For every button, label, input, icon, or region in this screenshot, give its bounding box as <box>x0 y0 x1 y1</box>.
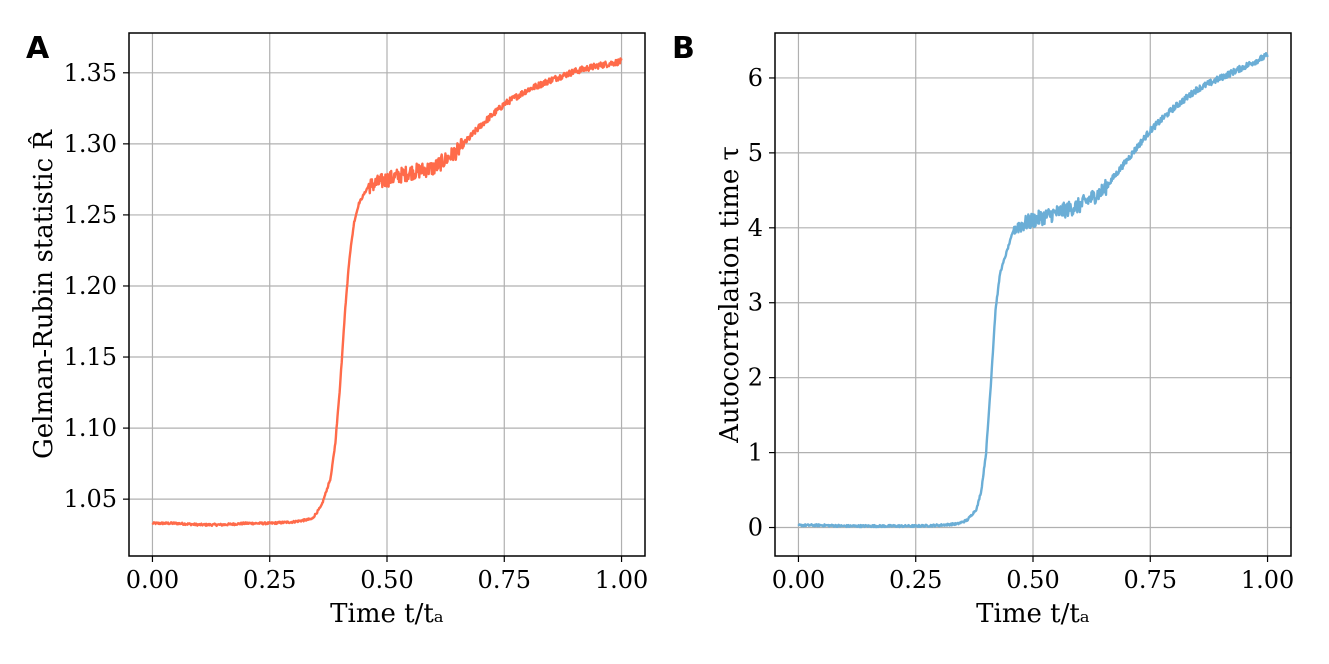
y-tick-label: 6 <box>748 64 763 92</box>
panel-letter: B <box>672 31 695 66</box>
y-tick-label: 4 <box>748 214 763 242</box>
y-tick-label: 1.05 <box>64 485 117 513</box>
y-tick-label: 1.30 <box>64 130 117 158</box>
x-tick-label: 0.50 <box>1006 566 1059 594</box>
series-line-r-hat <box>151 57 623 527</box>
x-tick-label: 0.00 <box>126 566 179 594</box>
y-tick-label: 1.10 <box>64 414 117 442</box>
y-tick-label: 3 <box>748 289 763 317</box>
y-tick-label: 1.20 <box>64 272 117 300</box>
y-axis-label: Gelman-Rubin statistic R̂ <box>28 129 59 459</box>
y-tick-label: 1.35 <box>64 59 117 87</box>
y-tick-label: 1.25 <box>64 201 117 229</box>
x-tick-label: 0.25 <box>889 566 942 594</box>
x-tick-label: 0.00 <box>772 566 825 594</box>
x-axis-label: Time t/tₐ <box>976 599 1090 629</box>
x-tick-label: 0.75 <box>478 566 531 594</box>
x-tick-label: 1.00 <box>595 566 648 594</box>
y-tick-label: 0 <box>748 514 763 542</box>
x-tick-label: 0.50 <box>360 566 413 594</box>
x-axis-label: Time t/tₐ <box>330 599 444 629</box>
panel-a: 0.00 0.25 0.50 0.75 1.00 1.05 1.10 1.15 1.20 1.25… <box>26 31 648 629</box>
y-tick-label: 2 <box>748 364 763 392</box>
y-tick-label: 1.15 <box>64 343 117 371</box>
x-tick-label: 0.75 <box>1124 566 1177 594</box>
x-tick-label: 1.00 <box>1241 566 1294 594</box>
y-tick-label: 5 <box>748 139 763 167</box>
x-tick-label: 0.25 <box>243 566 296 594</box>
panel-letter: A <box>26 31 50 66</box>
panel-b: 0.00 0.25 0.50 0.75 1.00 0 1 2 3 4 5 6 Time t/tₐ Auto… <box>672 31 1294 629</box>
y-axis-label: Autocorrelation time τ <box>715 146 745 444</box>
y-tick-label: 1 <box>748 439 763 467</box>
series-line-tau <box>797 52 1269 529</box>
